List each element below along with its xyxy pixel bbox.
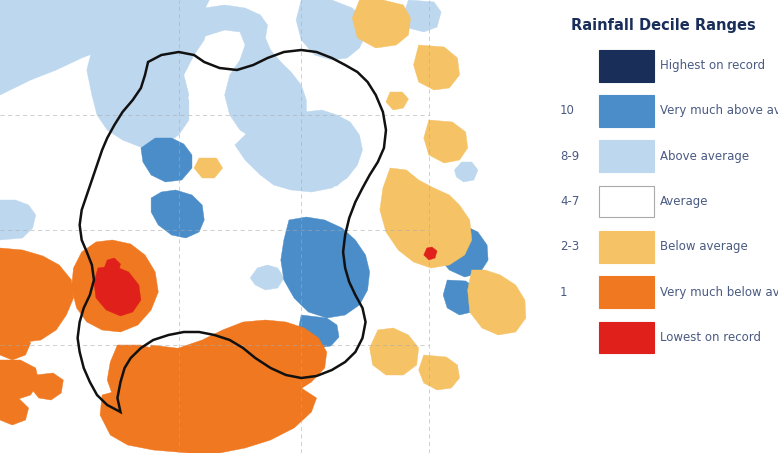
Polygon shape <box>281 217 370 318</box>
Polygon shape <box>424 247 437 260</box>
Polygon shape <box>141 138 192 182</box>
Polygon shape <box>0 320 30 360</box>
FancyBboxPatch shape <box>599 140 654 172</box>
FancyBboxPatch shape <box>599 231 654 263</box>
Text: Rainfall Decile Ranges: Rainfall Decile Ranges <box>571 18 755 33</box>
Text: 8-9: 8-9 <box>560 150 580 163</box>
Polygon shape <box>414 45 460 90</box>
Polygon shape <box>0 0 209 95</box>
Text: Above average: Above average <box>661 150 749 163</box>
Polygon shape <box>437 224 488 277</box>
Polygon shape <box>235 110 363 192</box>
Polygon shape <box>251 265 284 290</box>
Polygon shape <box>380 168 471 268</box>
Polygon shape <box>0 360 39 400</box>
Text: Below average: Below average <box>661 241 748 253</box>
Text: 4-7: 4-7 <box>560 195 580 208</box>
Polygon shape <box>443 280 478 315</box>
Polygon shape <box>0 395 29 425</box>
FancyBboxPatch shape <box>599 186 654 217</box>
FancyBboxPatch shape <box>599 50 654 82</box>
Text: 1: 1 <box>560 286 568 299</box>
FancyBboxPatch shape <box>599 276 654 308</box>
Polygon shape <box>317 163 345 186</box>
Text: 2-3: 2-3 <box>560 241 580 253</box>
Polygon shape <box>100 380 317 453</box>
Text: Very much above average: Very much above average <box>661 105 778 117</box>
Polygon shape <box>107 320 327 420</box>
Polygon shape <box>454 162 478 182</box>
Polygon shape <box>104 258 121 274</box>
Text: 10: 10 <box>560 105 575 117</box>
Polygon shape <box>352 0 411 48</box>
Text: Average: Average <box>661 195 709 208</box>
Polygon shape <box>370 328 419 375</box>
Polygon shape <box>419 355 460 390</box>
Text: Very much below average: Very much below average <box>661 286 778 299</box>
Text: Lowest on record: Lowest on record <box>661 331 762 344</box>
Polygon shape <box>72 240 158 332</box>
Polygon shape <box>0 200 36 240</box>
FancyBboxPatch shape <box>599 95 654 127</box>
Polygon shape <box>151 190 204 238</box>
Polygon shape <box>403 0 441 32</box>
Polygon shape <box>194 158 223 178</box>
Polygon shape <box>424 120 468 163</box>
Polygon shape <box>92 5 307 148</box>
Polygon shape <box>0 248 73 342</box>
Polygon shape <box>30 373 63 400</box>
Polygon shape <box>468 270 526 335</box>
FancyBboxPatch shape <box>599 322 654 353</box>
Polygon shape <box>386 92 408 110</box>
Polygon shape <box>298 315 339 348</box>
Polygon shape <box>296 0 366 60</box>
Text: Highest on record: Highest on record <box>661 59 766 72</box>
Polygon shape <box>87 0 209 130</box>
Polygon shape <box>145 345 192 382</box>
Polygon shape <box>94 266 141 316</box>
